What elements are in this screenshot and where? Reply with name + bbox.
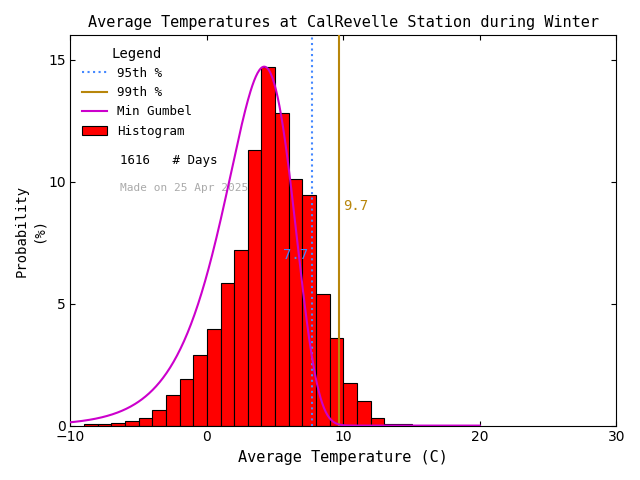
Bar <box>303 195 316 426</box>
Text: 1616   # Days: 1616 # Days <box>120 154 217 167</box>
Bar <box>152 410 166 426</box>
Bar <box>125 421 139 426</box>
Bar <box>234 250 248 426</box>
Bar <box>193 355 207 426</box>
X-axis label: Average Temperature (C): Average Temperature (C) <box>239 450 448 465</box>
Bar <box>111 423 125 426</box>
Title: Average Temperatures at CalRevelle Station during Winter: Average Temperatures at CalRevelle Stati… <box>88 15 599 30</box>
Text: 9.7: 9.7 <box>343 199 369 213</box>
Legend: 95th %, 99th %, Min Gumbel, Histogram: 95th %, 99th %, Min Gumbel, Histogram <box>77 42 196 143</box>
Bar <box>357 401 371 426</box>
Bar <box>384 424 398 426</box>
Y-axis label: Probability
(%): Probability (%) <box>15 184 45 276</box>
Bar <box>166 396 180 426</box>
Bar <box>289 179 303 426</box>
Bar <box>207 329 221 426</box>
Bar <box>139 418 152 426</box>
Bar <box>262 67 275 426</box>
Bar <box>180 379 193 426</box>
Text: Made on 25 Apr 2025: Made on 25 Apr 2025 <box>120 182 248 192</box>
Bar <box>248 150 262 426</box>
Bar <box>84 424 98 426</box>
Text: 7.7: 7.7 <box>283 248 308 262</box>
Bar <box>221 283 234 426</box>
Bar <box>343 384 357 426</box>
Bar <box>371 418 384 426</box>
Bar <box>398 424 412 426</box>
Bar <box>330 338 343 426</box>
Bar <box>275 113 289 426</box>
Bar <box>98 424 111 426</box>
Bar <box>316 294 330 426</box>
